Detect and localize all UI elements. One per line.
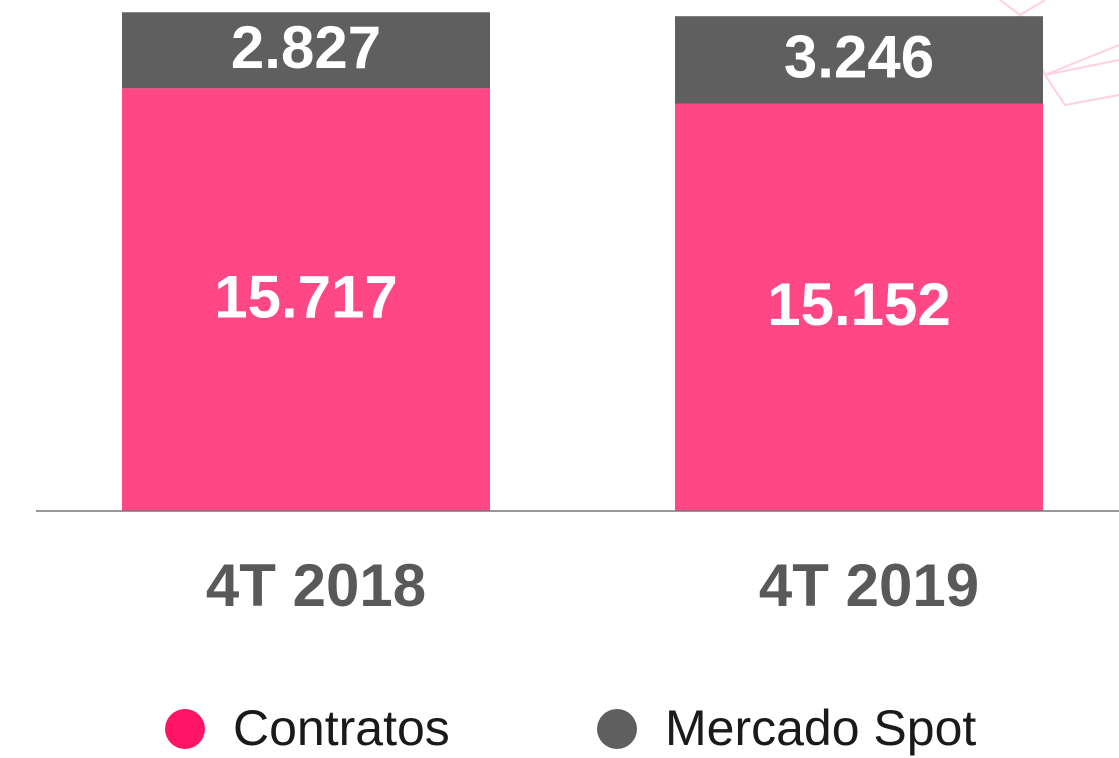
bar-segment bbox=[675, 16, 1043, 104]
x-tick-label: 4T 2018 bbox=[206, 552, 426, 619]
decor-lines bbox=[999, 0, 1119, 107]
x-tick-label: 4T 2019 bbox=[759, 552, 979, 619]
data-label: 2.827 bbox=[231, 14, 381, 81]
data-label: 3.246 bbox=[784, 24, 934, 91]
bar-segment bbox=[122, 88, 490, 512]
bar-segment bbox=[675, 103, 1043, 512]
data-label: 15.717 bbox=[214, 263, 398, 330]
decoration bbox=[999, 0, 1119, 107]
legend-marker bbox=[597, 709, 637, 749]
legend-label: Contratos bbox=[233, 700, 450, 756]
data-label: 15.152 bbox=[767, 271, 951, 338]
bar-segment bbox=[122, 12, 490, 89]
legend-marker bbox=[165, 709, 205, 749]
legend-label: Mercado Spot bbox=[665, 700, 976, 756]
